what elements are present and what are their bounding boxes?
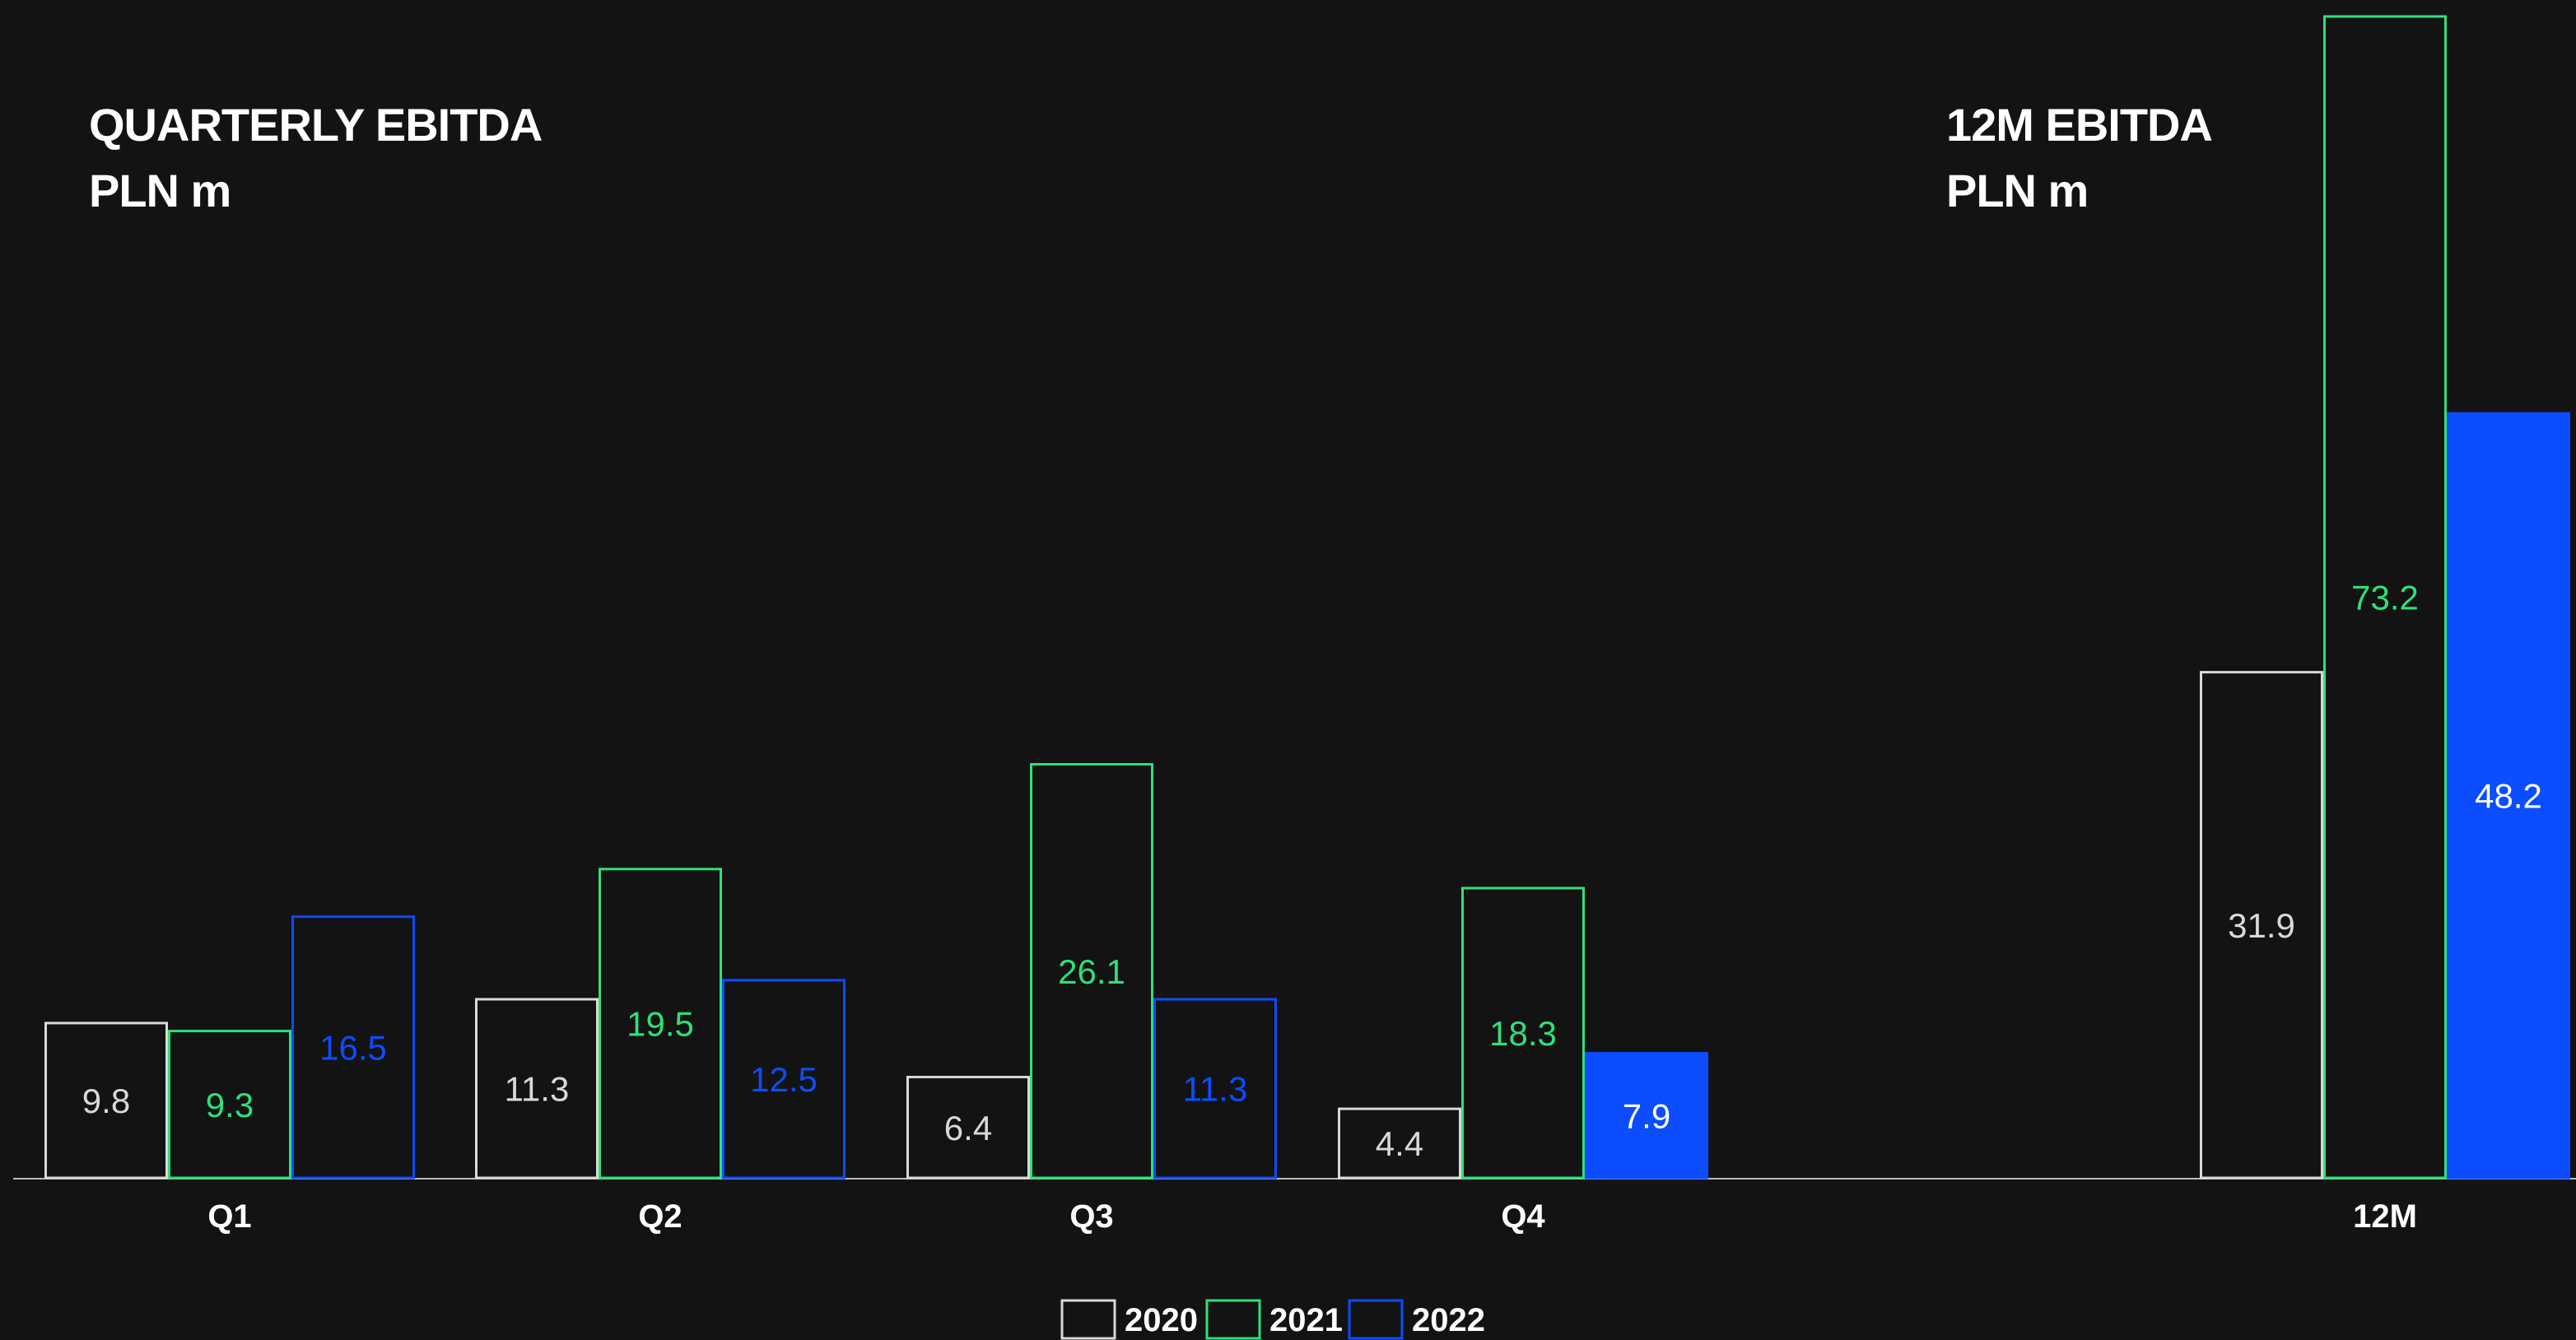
data-label-q3-2022: 11.3 <box>1183 1070 1248 1109</box>
bar-q1-2021 <box>168 1030 291 1179</box>
quarterly-chart-title: QUARTERLY EBITDA <box>89 99 543 151</box>
bar-q4-2021 <box>1461 886 1585 1179</box>
bar-12m-2021 <box>2323 15 2447 1179</box>
legend-swatch-2020 <box>1060 1299 1116 1340</box>
bar-q1-2022 <box>291 915 415 1179</box>
bar-q3-2020 <box>906 1076 1030 1179</box>
data-label-q1-2022: 16.5 <box>319 1028 387 1067</box>
annual-title-block: 12M EBITDA PLN m <box>1946 92 2213 224</box>
x-tick-label-q4: Q4 <box>1501 1198 1545 1235</box>
quarterly-chart-subtitle: PLN m <box>89 165 231 216</box>
legend-label-2022: 2022 <box>1412 1302 1485 1338</box>
data-label-q3-2021: 26.1 <box>1058 952 1125 991</box>
bar-q2-2021 <box>599 868 722 1179</box>
legend-swatch-2022 <box>1348 1299 1404 1340</box>
annual-chart-subtitle: PLN m <box>1946 165 2089 216</box>
data-label-12m-2022: 48.2 <box>2475 777 2542 816</box>
bar-q3-2022 <box>1153 998 1277 1179</box>
x-tick-label-q1: Q1 <box>207 1198 251 1235</box>
legend-label-2020: 2020 <box>1125 1302 1198 1338</box>
data-label-q4-2022: 7.9 <box>1623 1096 1670 1135</box>
bar-12m-2022 <box>2447 412 2570 1179</box>
bar-q2-2020 <box>475 998 599 1179</box>
data-label-q2-2022: 12.5 <box>750 1060 818 1099</box>
data-label-q1-2021: 9.3 <box>206 1086 254 1124</box>
bar-q1-2020 <box>44 1021 168 1179</box>
data-label-q3-2020: 6.4 <box>944 1109 992 1147</box>
bar-12m-2020 <box>2200 671 2323 1179</box>
annual-chart-title: 12M EBITDA <box>1946 99 2213 151</box>
data-label-q4-2020: 4.4 <box>1376 1124 1423 1163</box>
bar-q4-2020 <box>1338 1107 1461 1179</box>
bar-q2-2022 <box>722 979 845 1179</box>
x-tick-label-q3: Q3 <box>1069 1198 1113 1235</box>
data-label-12m-2020: 31.9 <box>2228 906 2295 945</box>
x-tick-label-12m: 12M <box>2353 1198 2417 1235</box>
data-label-q1-2020: 9.8 <box>82 1082 130 1120</box>
legend-swatch-2021 <box>1205 1299 1261 1340</box>
data-label-12m-2021: 73.2 <box>2351 579 2419 617</box>
data-label-q2-2021: 19.5 <box>627 1004 694 1043</box>
x-tick-label-q2: Q2 <box>638 1198 682 1235</box>
bar-q4-2022 <box>1585 1052 1708 1179</box>
quarterly-title-block: QUARTERLY EBITDA PLN m <box>89 92 543 224</box>
legend-label-2021: 2021 <box>1269 1302 1343 1338</box>
bar-q3-2021 <box>1030 763 1153 1179</box>
data-label-q2-2020: 11.3 <box>505 1070 570 1109</box>
data-label-q4-2021: 18.3 <box>1489 1014 1557 1053</box>
